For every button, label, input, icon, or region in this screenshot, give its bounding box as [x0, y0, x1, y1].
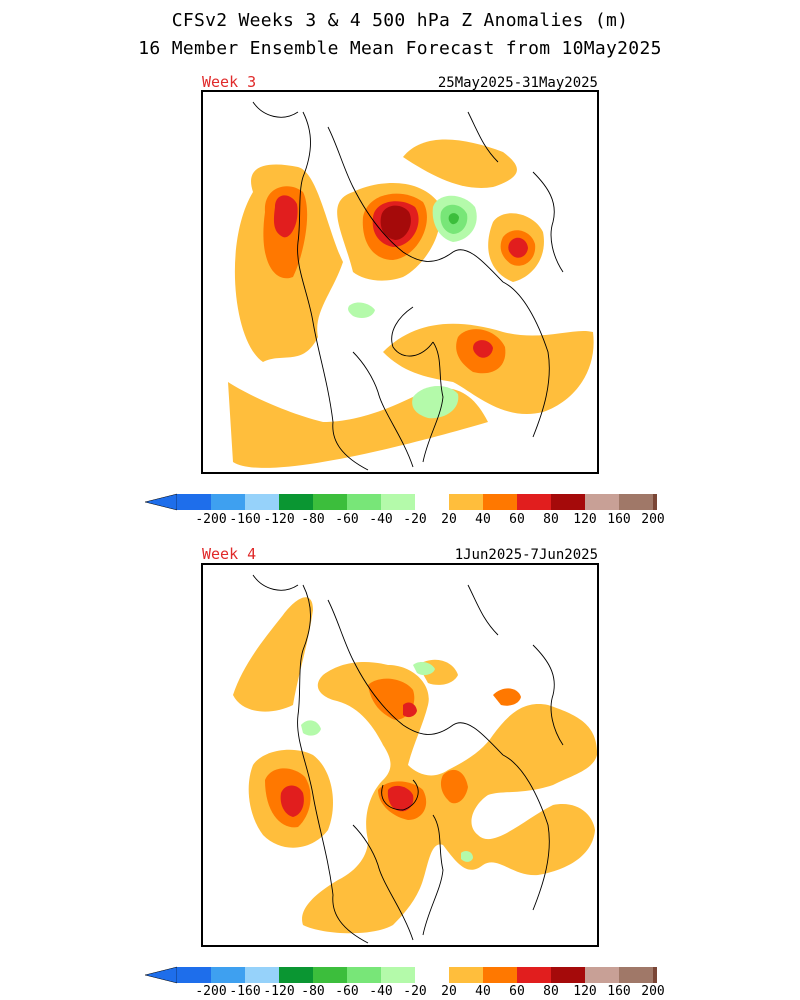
week-4-anomaly-map: [201, 563, 599, 947]
week-4-colorbar-swatch-9: [483, 967, 517, 983]
week-4-colorbar-tick-label: -160: [229, 984, 261, 999]
week-4-colorbar-swatch-13: [619, 967, 653, 983]
week-3-colorbar-tick-label: 200: [641, 512, 665, 527]
chart-title-line-1: CFSv2 Weeks 3 & 4 500 hPa Z Anomalies (m…: [171, 10, 629, 31]
week-3-colorbar-swatch-10: [517, 494, 551, 510]
week-4-colorbar-swatch-11: [551, 967, 585, 983]
week-4-colorbar-tick-label: 200: [641, 984, 665, 999]
week-3-anomaly-map: [201, 90, 599, 474]
week-3-colorbar-tick-label: -40: [369, 512, 393, 527]
week-4-shading: [233, 597, 597, 934]
week-4-colorbar-tick-label: 60: [509, 984, 525, 999]
week-3-colorbar-swatch-5: [347, 494, 381, 510]
week-4-colorbar-swatch-7: [415, 967, 449, 983]
week-3-colorbar-tick-label: 40: [475, 512, 491, 527]
week-4-colorbar-swatch-5: [347, 967, 381, 983]
week-4-colorbar-swatch-3: [279, 967, 313, 983]
week-4-colorbar-swatch-10: [517, 967, 551, 983]
week-4-colorbar-swatch-14: [653, 967, 657, 983]
week-3-colorbar-swatch-0: [177, 494, 211, 510]
week-4-colorbar-tick-label: -80: [301, 984, 325, 999]
week-4-colorbar-swatch-2: [245, 967, 279, 983]
week-3-colorbar-labels: -200 -160 -120 -80 -60 -40 -20 20 40 60 80 120 160 20…: [145, 512, 664, 528]
week-4-colorbar-tick-label: 40: [475, 984, 491, 999]
week-3-colorbar-swatch-3: [279, 494, 313, 510]
week-3-colorbar-swatch-1: [211, 494, 245, 510]
week-3-colorbar-swatch-7: [415, 494, 449, 510]
week-3-colorbar-swatch-9: [483, 494, 517, 510]
week-3-colorbar-tick-label: -80: [301, 512, 325, 527]
week-3-colorbar-swatch-2: [245, 494, 279, 510]
week-3-colorbar-swatch-6: [381, 494, 415, 510]
week-3-colorbar-tick-label: 160: [607, 512, 631, 527]
week-3-colorbar-tick-label: 120: [573, 512, 597, 527]
week-4-colorbar-swatch-1: [211, 967, 245, 983]
week-4-colorbar-tick-label: 120: [573, 984, 597, 999]
week-4-colorbar-swatch-6: [381, 967, 415, 983]
week-4-colorbar-tick-label: -60: [335, 984, 359, 999]
week-4-colorbar-swatch-4: [313, 967, 347, 983]
week-4-coastlines: [252, 574, 564, 944]
week-4-colorbar-tick-label: -20: [403, 984, 427, 999]
week-3-colorbar-tick-label: 60: [509, 512, 525, 527]
week-4-colorbar-left-arrow: [145, 966, 178, 984]
week-3-colorbar-tick-label: -20: [403, 512, 427, 527]
week-3-colorbar: [145, 493, 657, 511]
week-4-colorbar-tick-label: -200: [195, 984, 227, 999]
week-3-colorbar-tick-label: -200: [195, 512, 227, 527]
week-3-colorbar-tick-label: -120: [263, 512, 295, 527]
week-4-colorbar-tick-label: 80: [543, 984, 559, 999]
week-4-colorbar-tick-label: -40: [369, 984, 393, 999]
week-3-colorbar-swatch-13: [619, 494, 653, 510]
week-4-colorbar-swatch-0: [177, 967, 211, 983]
week-4-colorbar: [145, 966, 657, 984]
week-3-date-range: 25May2025-31May2025: [437, 75, 598, 91]
week-4-date-range: 1Jun2025-7Jun2025: [454, 547, 598, 563]
week-3-colorbar-tick-label: 20: [441, 512, 457, 527]
chart-title-line-2: 16 Member Ensemble Mean Forecast from 10…: [138, 38, 662, 59]
week-3-colorbar-swatch-12: [585, 494, 619, 510]
week-3-map-svg: [228, 101, 594, 471]
week-3-colorbar-swatch-8: [449, 494, 483, 510]
week-3-colorbar-tick-label: -60: [335, 512, 359, 527]
week-3-colorbar-tick-label: 80: [543, 512, 559, 527]
week-4-colorbar-tick-label: 20: [441, 984, 457, 999]
week-4-colorbar-swatch-8: [449, 967, 483, 983]
week-4-label: Week 4: [202, 545, 257, 563]
week-4-colorbar-tick-label: -120: [263, 984, 295, 999]
week-4-colorbar-labels: -200 -160 -120 -80 -60 -40 -20 20 40 60 80 120 160 20…: [145, 984, 664, 1000]
week-3-colorbar-tick-label: -160: [229, 512, 261, 527]
week-4-colorbar-swatch-12: [585, 967, 619, 983]
week-4-map-svg: [233, 574, 597, 944]
week-3-label: Week 3: [202, 73, 257, 91]
week-3-colorbar-swatch-14: [653, 494, 657, 510]
week-4-colorbar-tick-label: 160: [607, 984, 631, 999]
week-3-colorbar-left-arrow: [145, 493, 178, 511]
week-3-colorbar-swatch-4: [313, 494, 347, 510]
week-3-shading: [228, 139, 594, 468]
week-3-colorbar-swatch-11: [551, 494, 585, 510]
week-3-coastlines: [252, 101, 564, 471]
